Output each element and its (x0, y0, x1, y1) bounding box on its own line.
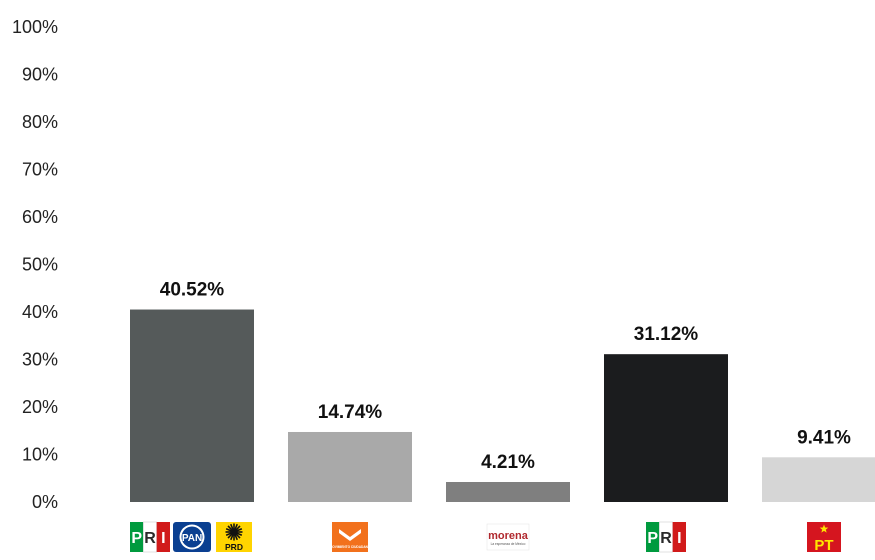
mc-text: MOVIMIENTO CIUDADANO (330, 545, 371, 549)
y-axis: 0% 10% 20% 30% 40% 50% 60% 70% 80% 90% 100% (12, 17, 58, 512)
pri-letter: R (144, 530, 156, 547)
bars (130, 309, 875, 502)
morena-text: morena (488, 530, 529, 542)
x-category-logos: P R I PAN PRD (130, 521, 252, 553)
data-label: 4.21% (481, 452, 535, 473)
pri-letter: P (131, 530, 142, 547)
y-tick-label: 80% (22, 112, 58, 132)
data-label: 14.74% (318, 402, 383, 423)
value-labels: 40.52% 14.74% 4.21% 31.12% 9.41% (160, 280, 851, 473)
y-tick-label: 10% (22, 445, 58, 465)
bar (288, 431, 412, 502)
y-tick-label: 100% (12, 17, 58, 37)
pan-text: PAN (182, 533, 202, 544)
pri-letter: P (647, 530, 658, 547)
x-category-logos: PT (807, 522, 841, 554)
y-tick-label: 60% (22, 207, 58, 227)
prd-text: PRD (225, 542, 243, 552)
pan-logo: PAN (173, 522, 211, 552)
star-icon (819, 524, 829, 533)
pt-logo: PT (807, 522, 841, 554)
pt-text: PT (814, 537, 833, 554)
y-tick-label: 40% (22, 302, 58, 322)
data-label: 31.12% (634, 324, 699, 345)
pri-letter: I (161, 530, 165, 547)
y-tick-label: 50% (22, 255, 58, 275)
x-category-logos: MOVIMIENTO CIUDADANO (330, 522, 371, 552)
movimiento-ciudadano-logo: MOVIMIENTO CIUDADANO (330, 522, 371, 552)
bar (446, 482, 570, 502)
y-tick-label: 20% (22, 397, 58, 417)
data-label: 9.41% (797, 427, 851, 448)
y-tick-label: 0% (32, 492, 58, 512)
morena-tagline: La esperanza de México (491, 542, 526, 546)
bar (130, 309, 254, 502)
pri-letter: I (677, 530, 681, 547)
y-tick-label: 90% (22, 65, 58, 85)
y-tick-label: 70% (22, 160, 58, 180)
bar (604, 354, 728, 502)
data-label: 40.52% (160, 280, 225, 301)
y-tick-label: 30% (22, 350, 58, 370)
bar (762, 457, 875, 502)
prd-logo: PRD (216, 522, 252, 552)
pri-letter: R (660, 530, 672, 547)
